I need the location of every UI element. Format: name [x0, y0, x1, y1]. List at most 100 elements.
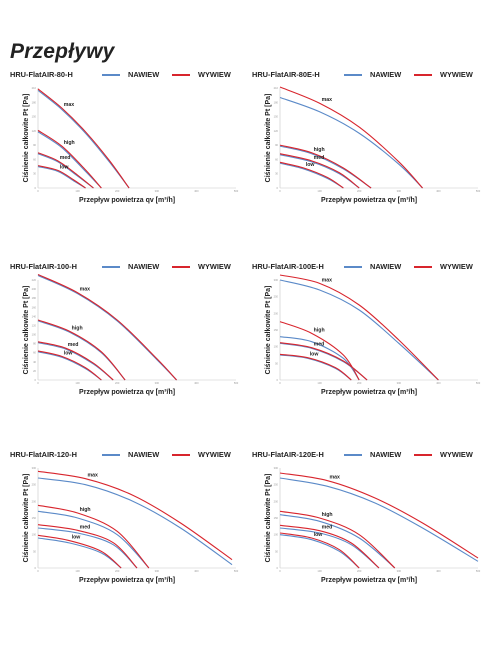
y-tick-label: 80 — [33, 342, 36, 346]
legend-nawiew: NAWIEW — [102, 262, 159, 271]
chart-title: HRU-FlatAIR-100E-H — [252, 262, 324, 271]
curve-wywiew-med — [37, 524, 138, 569]
y-tick-label: 250 — [274, 483, 279, 487]
y-tick-label: 20 — [33, 369, 36, 373]
y-axis-label: Ciśnienie całkowite Pt [Pa] — [265, 286, 272, 375]
curve-wywiew-low — [279, 532, 360, 569]
legend-label: NAWIEW — [370, 450, 402, 459]
y-tick-label: 0 — [35, 378, 37, 382]
y-tick-label: 50 — [33, 549, 36, 553]
legend-label: NAWIEW — [370, 70, 402, 79]
y-tick-label: 90 — [275, 143, 278, 147]
legend-nawiew: NAWIEW — [344, 262, 401, 271]
y-tick-label: 200 — [274, 499, 279, 503]
legend-wywiew: WYWIEW — [414, 450, 473, 459]
curve-label-low: low — [60, 164, 70, 170]
x-tick-label: 400 — [194, 189, 199, 193]
curve-label-med: med — [322, 525, 333, 531]
curve-label-med: med — [314, 342, 325, 348]
y-tick-label: 90 — [33, 143, 36, 147]
x-tick-label: 400 — [436, 381, 441, 385]
legend-label: NAWIEW — [370, 262, 402, 271]
legend-label: NAWIEW — [128, 70, 160, 79]
curve-nawiew-max — [279, 477, 479, 562]
x-axis-label: Przepływ powietrza qv [m³/h] — [321, 577, 417, 584]
y-tick-label: 120 — [32, 323, 37, 327]
curve-label-max: max — [330, 475, 340, 481]
curve-wywiew-low — [37, 534, 122, 569]
chart-panel: HRU-FlatAIR-80-H NAWIEW WYWIEW 0 30 60 90 120 15… — [10, 70, 244, 230]
chart-panel: HRU-FlatAIR-100-H NAWIEW WYWIEW 0 20 40 60 80 10… — [10, 262, 244, 422]
x-tick-label: 300 — [155, 189, 160, 193]
x-tick-label: 300 — [155, 381, 160, 385]
curve-wywiew-high — [279, 510, 396, 569]
x-tick-label: 300 — [397, 381, 402, 385]
y-axis-label: Ciśnienie całkowite Pt [Pa] — [265, 474, 272, 563]
curve-wywiew-max — [37, 88, 130, 189]
y-tick-label: 180 — [32, 296, 37, 300]
y-tick-label: 60 — [275, 157, 278, 161]
legend-swatch — [344, 73, 362, 76]
x-tick-label: 200 — [115, 381, 120, 385]
legend-nawiew: NAWIEW — [344, 450, 401, 459]
curve-label-med: med — [80, 524, 91, 530]
legend-label: WYWIEW — [198, 70, 231, 79]
curve-label-high: high — [314, 327, 325, 333]
curve-wywiew-max — [279, 274, 439, 381]
curve-label-med: med — [314, 155, 325, 161]
legend-swatch — [172, 265, 190, 268]
chart-panel: HRU-FlatAIR-120E-H NAWIEW WYWIEW 0 50 100 150 2… — [252, 450, 486, 610]
x-axis-label: Przepływ powietrza qv [m³/h] — [79, 197, 175, 204]
x-tick-label: 0 — [37, 381, 39, 385]
legend-swatch — [414, 73, 432, 76]
curve-nawiew-max — [37, 477, 233, 566]
y-tick-label: 150 — [274, 328, 279, 332]
x-tick-label: 500 — [234, 381, 239, 385]
legend-nawiew: NAWIEW — [344, 70, 401, 79]
y-tick-label: 210 — [32, 86, 37, 90]
curve-wywiew-low — [279, 353, 352, 381]
x-tick-label: 500 — [234, 189, 239, 193]
legend-swatch — [414, 453, 432, 456]
y-tick-label: 200 — [32, 287, 37, 291]
x-tick-label: 0 — [279, 381, 281, 385]
curve-wywiew-high — [37, 129, 102, 189]
y-axis-label: Ciśnienie całkowite Pt [Pa] — [265, 94, 272, 183]
y-axis-label: Ciśnienie całkowite Pt [Pa] — [23, 286, 30, 375]
x-axis-label: Przepływ powietrza qv [m³/h] — [79, 389, 175, 396]
y-tick-label: 0 — [35, 566, 37, 570]
x-tick-label: 100 — [317, 569, 322, 573]
page-title: Przepływy — [10, 40, 115, 63]
curve-nawiew-max — [279, 97, 423, 189]
curve-nawiew-high — [279, 336, 360, 381]
y-tick-label: 150 — [274, 115, 279, 119]
y-tick-label: 300 — [274, 466, 279, 470]
curve-wywiew-max — [37, 274, 178, 381]
legend-swatch — [102, 73, 120, 76]
y-tick-label: 300 — [32, 466, 37, 470]
chart-title: HRU-FlatAIR-80-H — [10, 70, 73, 79]
y-tick-label: 60 — [33, 157, 36, 161]
legend-label: NAWIEW — [128, 262, 160, 271]
legend-label: WYWIEW — [198, 262, 231, 271]
x-tick-label: 0 — [279, 189, 281, 193]
legend-wywiew: WYWIEW — [414, 70, 473, 79]
curve-wywiew-med — [279, 153, 360, 189]
x-tick-label: 100 — [317, 189, 322, 193]
curve-label-max: max — [80, 287, 90, 293]
legend-swatch — [102, 453, 120, 456]
y-tick-label: 50 — [275, 361, 278, 365]
x-tick-label: 500 — [476, 189, 481, 193]
x-axis-label: Przepływ powietrza qv [m³/h] — [79, 577, 175, 584]
chart-title: HRU-FlatAIR-120E-H — [252, 450, 324, 459]
curve-nawiew-low — [279, 354, 352, 381]
chart-title: HRU-FlatAIR-120-H — [10, 450, 77, 459]
legend-label: NAWIEW — [128, 450, 160, 459]
curve-label-high: high — [322, 512, 333, 518]
x-tick-label: 0 — [37, 569, 39, 573]
x-tick-label: 200 — [115, 569, 120, 573]
